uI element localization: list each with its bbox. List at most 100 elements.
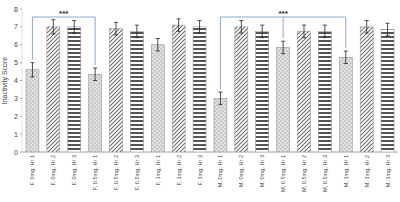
- x-tick-label: F, 0mg, Hr 2: [50, 155, 56, 185]
- bars: [26, 19, 394, 152]
- significance-bracket: [32, 17, 95, 65]
- x-tick-label: M, 0.5mg, Hr 3: [322, 155, 328, 192]
- bracket-drop: [32, 17, 33, 60]
- x-tick-label: M, 1mg, Hr 1: [343, 155, 349, 187]
- significance-label: ***: [278, 9, 288, 18]
- error-cap: [114, 34, 118, 35]
- bar: [130, 31, 143, 152]
- bar: [89, 74, 102, 152]
- error-stem: [157, 38, 158, 51]
- error-stem: [241, 21, 242, 34]
- error-bar: [114, 22, 118, 35]
- x-tick-label: F, 0mg, Hr 3: [71, 155, 77, 185]
- error-cap: [51, 19, 55, 20]
- x-tick-label: F, 0.5mg, Hr 2: [113, 155, 119, 190]
- error-cap: [177, 18, 181, 19]
- error-stem: [136, 25, 137, 38]
- bar: [68, 27, 81, 152]
- bar: [193, 27, 206, 152]
- x-tick-label: F, 0.5mg, Hr 3: [134, 155, 140, 190]
- y-tick-label: 8: [14, 6, 18, 13]
- error-bar: [135, 25, 139, 38]
- bar: [318, 31, 331, 152]
- error-bar: [93, 68, 97, 81]
- bar: [110, 29, 123, 152]
- error-bar: [260, 25, 264, 38]
- error-cap: [198, 33, 202, 34]
- bar: [339, 57, 352, 152]
- y-tick-label: 6: [14, 41, 18, 48]
- error-cap: [239, 20, 243, 21]
- bracket-drop: [345, 17, 346, 48]
- y-tick-label: 3: [14, 95, 18, 102]
- x-tick-label: M, 0mg, Hr 3: [259, 155, 265, 187]
- bar: [381, 30, 394, 152]
- y-axis-label: Inactivity Score: [1, 57, 9, 105]
- error-cap: [281, 53, 285, 54]
- error-cap: [302, 37, 306, 38]
- x-tick-label: M, 0.5mg, Hr 1: [280, 155, 286, 192]
- bar: [235, 27, 248, 152]
- error-cap: [135, 37, 139, 38]
- error-cap: [344, 63, 348, 64]
- bar: [172, 25, 185, 152]
- error-cap: [156, 38, 160, 39]
- error-cap: [344, 51, 348, 52]
- error-stem: [199, 21, 200, 34]
- error-stem: [262, 25, 263, 38]
- error-cap: [72, 20, 76, 21]
- error-cap: [218, 104, 222, 105]
- error-bar: [302, 25, 306, 38]
- bracket-drop: [283, 17, 284, 38]
- error-stem: [95, 68, 96, 81]
- error-stem: [366, 21, 367, 34]
- y-tick-label: 4: [14, 77, 18, 84]
- error-cap: [198, 20, 202, 21]
- error-bar: [177, 19, 181, 32]
- x-tick-label: F, 1mg, Hr 2: [176, 155, 182, 185]
- error-stem: [220, 92, 221, 105]
- x-tick-label: F, 0.5mg, Hr 1: [92, 155, 98, 190]
- error-cap: [239, 33, 243, 34]
- bar: [298, 31, 311, 152]
- error-bar: [218, 92, 222, 105]
- error-bar: [365, 21, 369, 34]
- error-bar: [323, 25, 327, 38]
- error-stem: [304, 25, 305, 38]
- bar: [151, 45, 164, 152]
- bar: [277, 47, 290, 152]
- y-tick-label: 5: [14, 59, 18, 66]
- error-bar: [386, 23, 390, 36]
- x-tick-label: M, 1mg, Hr 3: [385, 155, 391, 187]
- y-tick-label: 7: [14, 23, 18, 30]
- error-cap: [365, 33, 369, 34]
- error-stem: [345, 51, 346, 64]
- error-cap: [30, 76, 34, 77]
- y-tick-label: 2: [14, 113, 18, 120]
- error-bar: [30, 63, 34, 77]
- error-bar: [72, 21, 76, 34]
- error-stem: [116, 22, 117, 35]
- error-bar: [344, 51, 348, 64]
- error-cap: [72, 33, 76, 34]
- error-cap: [93, 67, 97, 68]
- bar: [360, 27, 373, 152]
- error-cap: [302, 25, 306, 26]
- error-stem: [178, 19, 179, 32]
- error-stem: [283, 41, 284, 54]
- bracket-drop: [95, 17, 96, 65]
- error-cap: [281, 41, 285, 42]
- error-cap: [386, 35, 390, 36]
- error-stem: [53, 20, 54, 34]
- error-cap: [323, 37, 327, 38]
- bar: [214, 98, 227, 152]
- error-cap: [218, 92, 222, 93]
- error-bar: [51, 20, 55, 34]
- error-cap: [93, 80, 97, 81]
- significance-bracket: [220, 17, 345, 89]
- error-cap: [135, 25, 139, 26]
- error-stem: [74, 21, 75, 34]
- y-tick-label: 0: [14, 149, 18, 156]
- bar: [47, 27, 60, 152]
- bar: [256, 31, 269, 152]
